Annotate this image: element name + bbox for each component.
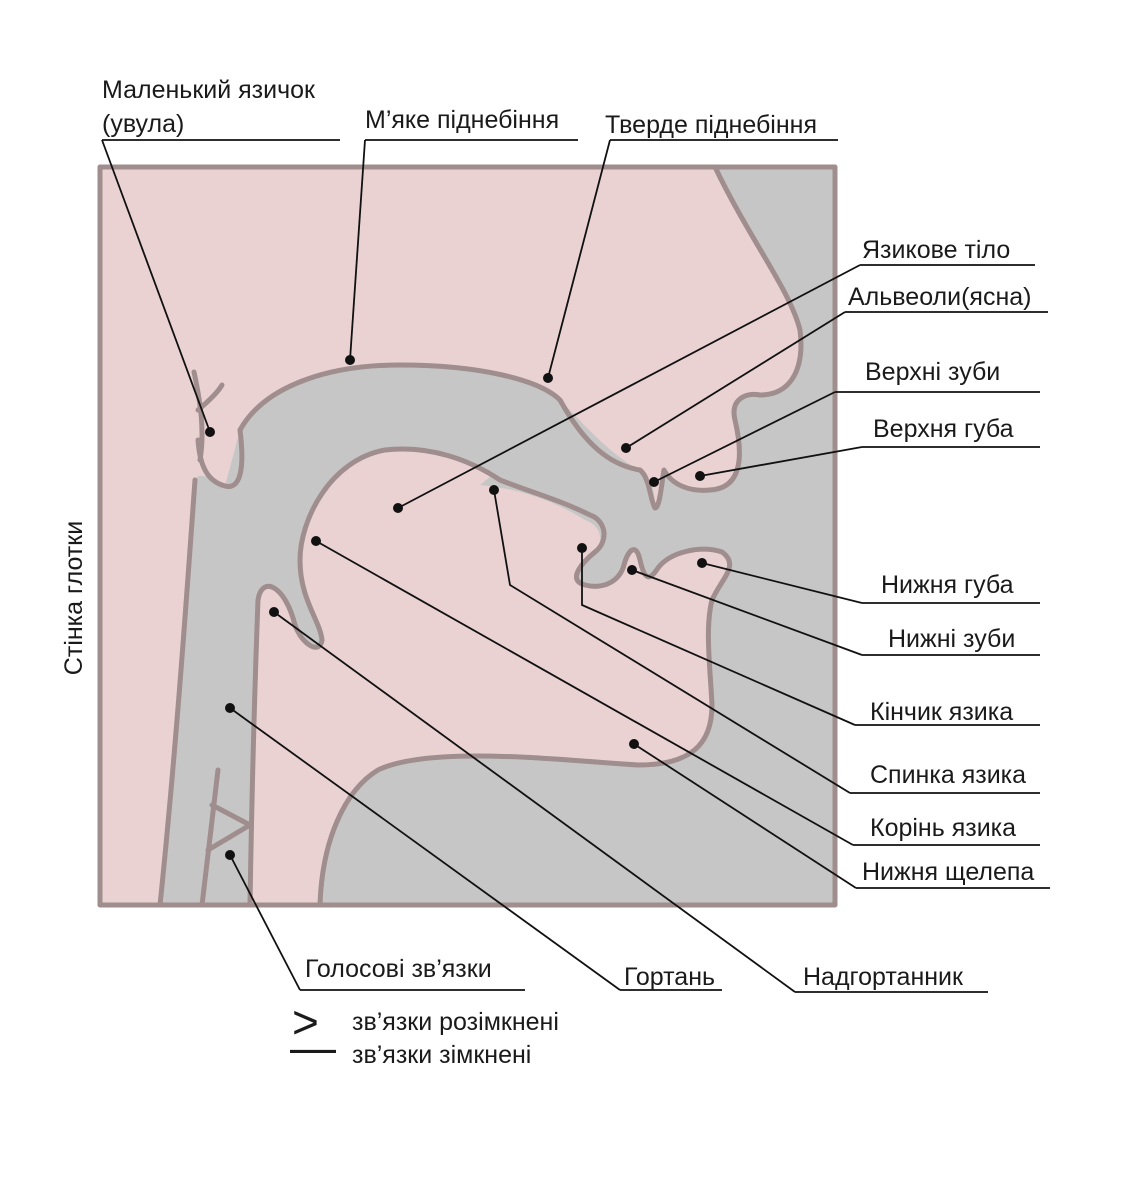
label-uvula-line1: Маленький язичок xyxy=(102,76,316,104)
palate-outline xyxy=(195,164,804,511)
label-hard-palate: Тверде піднебіння xyxy=(605,111,817,139)
dot-lower-teeth xyxy=(627,565,637,575)
label-tongue-root: Корінь язика xyxy=(870,814,1016,842)
legend-open-label: зв’язки розімкнені xyxy=(352,1008,559,1036)
lower-jaw-region xyxy=(320,705,835,905)
label-soft-palate: М’яке піднебіння xyxy=(365,106,559,134)
dot-tongue-root xyxy=(311,536,321,546)
legend-closed-symbol: — xyxy=(290,1021,336,1073)
dot-epiglottis xyxy=(269,607,279,617)
dot-soft-palate xyxy=(345,355,355,365)
label-tongue-back: Спинка язика xyxy=(870,761,1026,789)
tongue-upper-outline xyxy=(297,446,733,908)
label-vocal-cords: Голосові зв’язки xyxy=(305,955,492,983)
pharynx-wall-outline xyxy=(157,477,198,908)
dot-alveoli xyxy=(621,443,631,453)
dot-lower-jaw xyxy=(629,739,639,749)
leader-lines xyxy=(101,139,1050,993)
dot-tongue-back xyxy=(489,485,499,495)
dot-upper-lip xyxy=(695,471,705,481)
dot-vocal-cords xyxy=(225,850,235,860)
dot-upper-teeth xyxy=(649,477,659,487)
dot-hard-palate xyxy=(543,373,553,383)
label-larynx: Гортань xyxy=(624,963,715,991)
label-tongue-tip: Кінчик язика xyxy=(870,698,1013,726)
legend: > зв’язки розімкнені — зв’язки зімкнені xyxy=(290,996,559,1073)
label-pharynx-wall: Стінка глотки xyxy=(60,521,88,675)
label-upper-lip: Верхня губа xyxy=(873,415,1014,443)
dot-tongue-body xyxy=(393,503,403,513)
label-lower-teeth: Нижні зуби xyxy=(888,625,1015,653)
leader-dots xyxy=(205,355,707,860)
vocal-cords-symbol xyxy=(199,767,253,908)
larynx-column xyxy=(160,430,300,905)
oral-airway xyxy=(160,365,640,905)
legend-open-symbol: > xyxy=(292,996,319,1048)
dot-lower-lip xyxy=(697,558,707,568)
dot-tongue-tip xyxy=(577,543,587,553)
label-lower-jaw: Нижня щелепа xyxy=(862,858,1034,886)
tongue-outline xyxy=(247,583,325,908)
label-upper-teeth: Верхні зуби xyxy=(865,358,1000,386)
label-uvula-line2: (увула) xyxy=(102,110,184,138)
dot-uvula xyxy=(205,427,215,437)
dot-larynx xyxy=(225,703,235,713)
label-lower-lip: Нижня губа xyxy=(881,571,1014,599)
legend-closed-label: зв’язки зімкнені xyxy=(352,1041,531,1069)
frame-outline xyxy=(97,164,838,908)
label-epiglottis: Надгортанник xyxy=(803,963,964,991)
label-tongue-body: Язикове тіло xyxy=(862,236,1010,264)
label-alveoli: Альвеоли(ясна) xyxy=(848,283,1032,311)
